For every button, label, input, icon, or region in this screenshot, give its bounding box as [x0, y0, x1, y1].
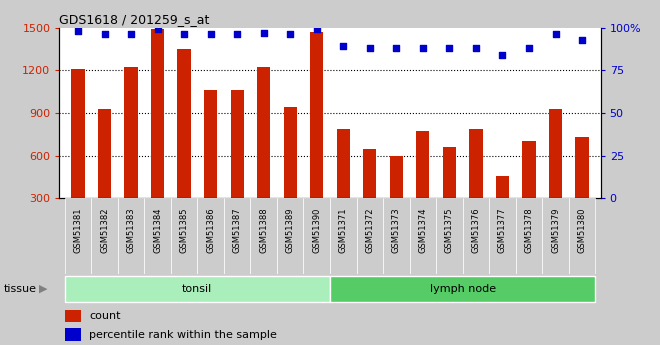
Bar	[463, 198, 489, 274]
Text: GDS1618 / 201259_s_at: GDS1618 / 201259_s_at	[59, 13, 210, 27]
Bar	[145, 198, 171, 274]
Text: GSM51382: GSM51382	[100, 207, 109, 253]
Point	[338, 43, 348, 49]
Text: percentile rank within the sample: percentile rank within the sample	[89, 330, 277, 339]
Bar	[389, 156, 403, 198]
Text: GSM51377: GSM51377	[498, 207, 507, 253]
Bar	[65, 328, 81, 341]
Bar	[117, 198, 145, 274]
Bar	[178, 49, 191, 198]
Point	[232, 32, 242, 37]
Bar	[330, 198, 356, 274]
Text: ▶: ▶	[39, 284, 47, 294]
Text: GSM51387: GSM51387	[232, 207, 242, 253]
Bar	[469, 129, 482, 198]
Bar	[197, 198, 224, 274]
Point	[444, 45, 455, 51]
Point	[73, 28, 83, 34]
Bar	[71, 69, 84, 198]
Bar	[356, 198, 383, 274]
Bar	[277, 198, 304, 274]
Bar	[549, 109, 562, 198]
Text: GSM51385: GSM51385	[180, 207, 189, 253]
Bar	[224, 198, 250, 274]
Text: GSM51388: GSM51388	[259, 207, 268, 253]
Bar	[284, 107, 297, 198]
Text: GSM51384: GSM51384	[153, 207, 162, 253]
Text: count: count	[89, 311, 121, 321]
Text: GSM51372: GSM51372	[365, 207, 374, 253]
Text: GSM51383: GSM51383	[127, 207, 135, 253]
Text: GSM51375: GSM51375	[445, 207, 454, 253]
Text: lymph node: lymph node	[430, 284, 496, 294]
Bar	[543, 198, 569, 274]
Point	[418, 45, 428, 51]
Text: GSM51373: GSM51373	[392, 207, 401, 253]
Point	[471, 45, 481, 51]
Text: tonsil: tonsil	[182, 284, 213, 294]
Point	[179, 32, 189, 37]
Bar	[91, 198, 117, 274]
Bar	[576, 137, 589, 198]
Bar	[204, 90, 217, 198]
Bar	[337, 129, 350, 198]
Bar	[496, 176, 509, 198]
Bar	[436, 198, 463, 274]
Point	[205, 32, 216, 37]
Bar	[171, 198, 197, 274]
Point	[99, 32, 110, 37]
Point	[126, 32, 137, 37]
Point	[497, 52, 508, 58]
Bar	[489, 198, 515, 274]
Point	[259, 30, 269, 36]
Text: GSM51371: GSM51371	[339, 207, 348, 253]
Point	[364, 45, 375, 51]
Text: GSM51374: GSM51374	[418, 207, 428, 253]
Bar	[98, 109, 111, 198]
Text: GSM51390: GSM51390	[312, 207, 321, 253]
Bar	[522, 141, 536, 198]
Bar	[151, 29, 164, 198]
Text: GSM51379: GSM51379	[551, 207, 560, 253]
Point	[152, 27, 163, 32]
Text: GSM51378: GSM51378	[525, 207, 533, 253]
Bar	[304, 198, 330, 274]
Point	[523, 45, 534, 51]
Bar	[330, 276, 595, 302]
Bar	[310, 32, 323, 198]
Bar	[416, 131, 430, 198]
Bar	[230, 90, 244, 198]
Bar	[65, 310, 81, 322]
Point	[391, 45, 401, 51]
Bar	[569, 198, 595, 274]
Bar	[124, 68, 138, 198]
Text: GSM51380: GSM51380	[578, 207, 587, 253]
Point	[577, 37, 587, 42]
Bar	[65, 276, 330, 302]
Bar	[410, 198, 436, 274]
Point	[285, 32, 296, 37]
Bar	[443, 147, 456, 198]
Text: GSM51381: GSM51381	[73, 207, 82, 253]
Text: tissue: tissue	[3, 284, 36, 294]
Bar	[250, 198, 277, 274]
Text: GSM51386: GSM51386	[206, 207, 215, 253]
Point	[312, 27, 322, 32]
Text: GSM51376: GSM51376	[471, 207, 480, 253]
Point	[550, 32, 561, 37]
Bar	[257, 68, 271, 198]
Text: GSM51389: GSM51389	[286, 207, 295, 253]
Bar	[363, 149, 376, 198]
Bar	[515, 198, 543, 274]
Bar	[383, 198, 410, 274]
Bar	[65, 198, 91, 274]
